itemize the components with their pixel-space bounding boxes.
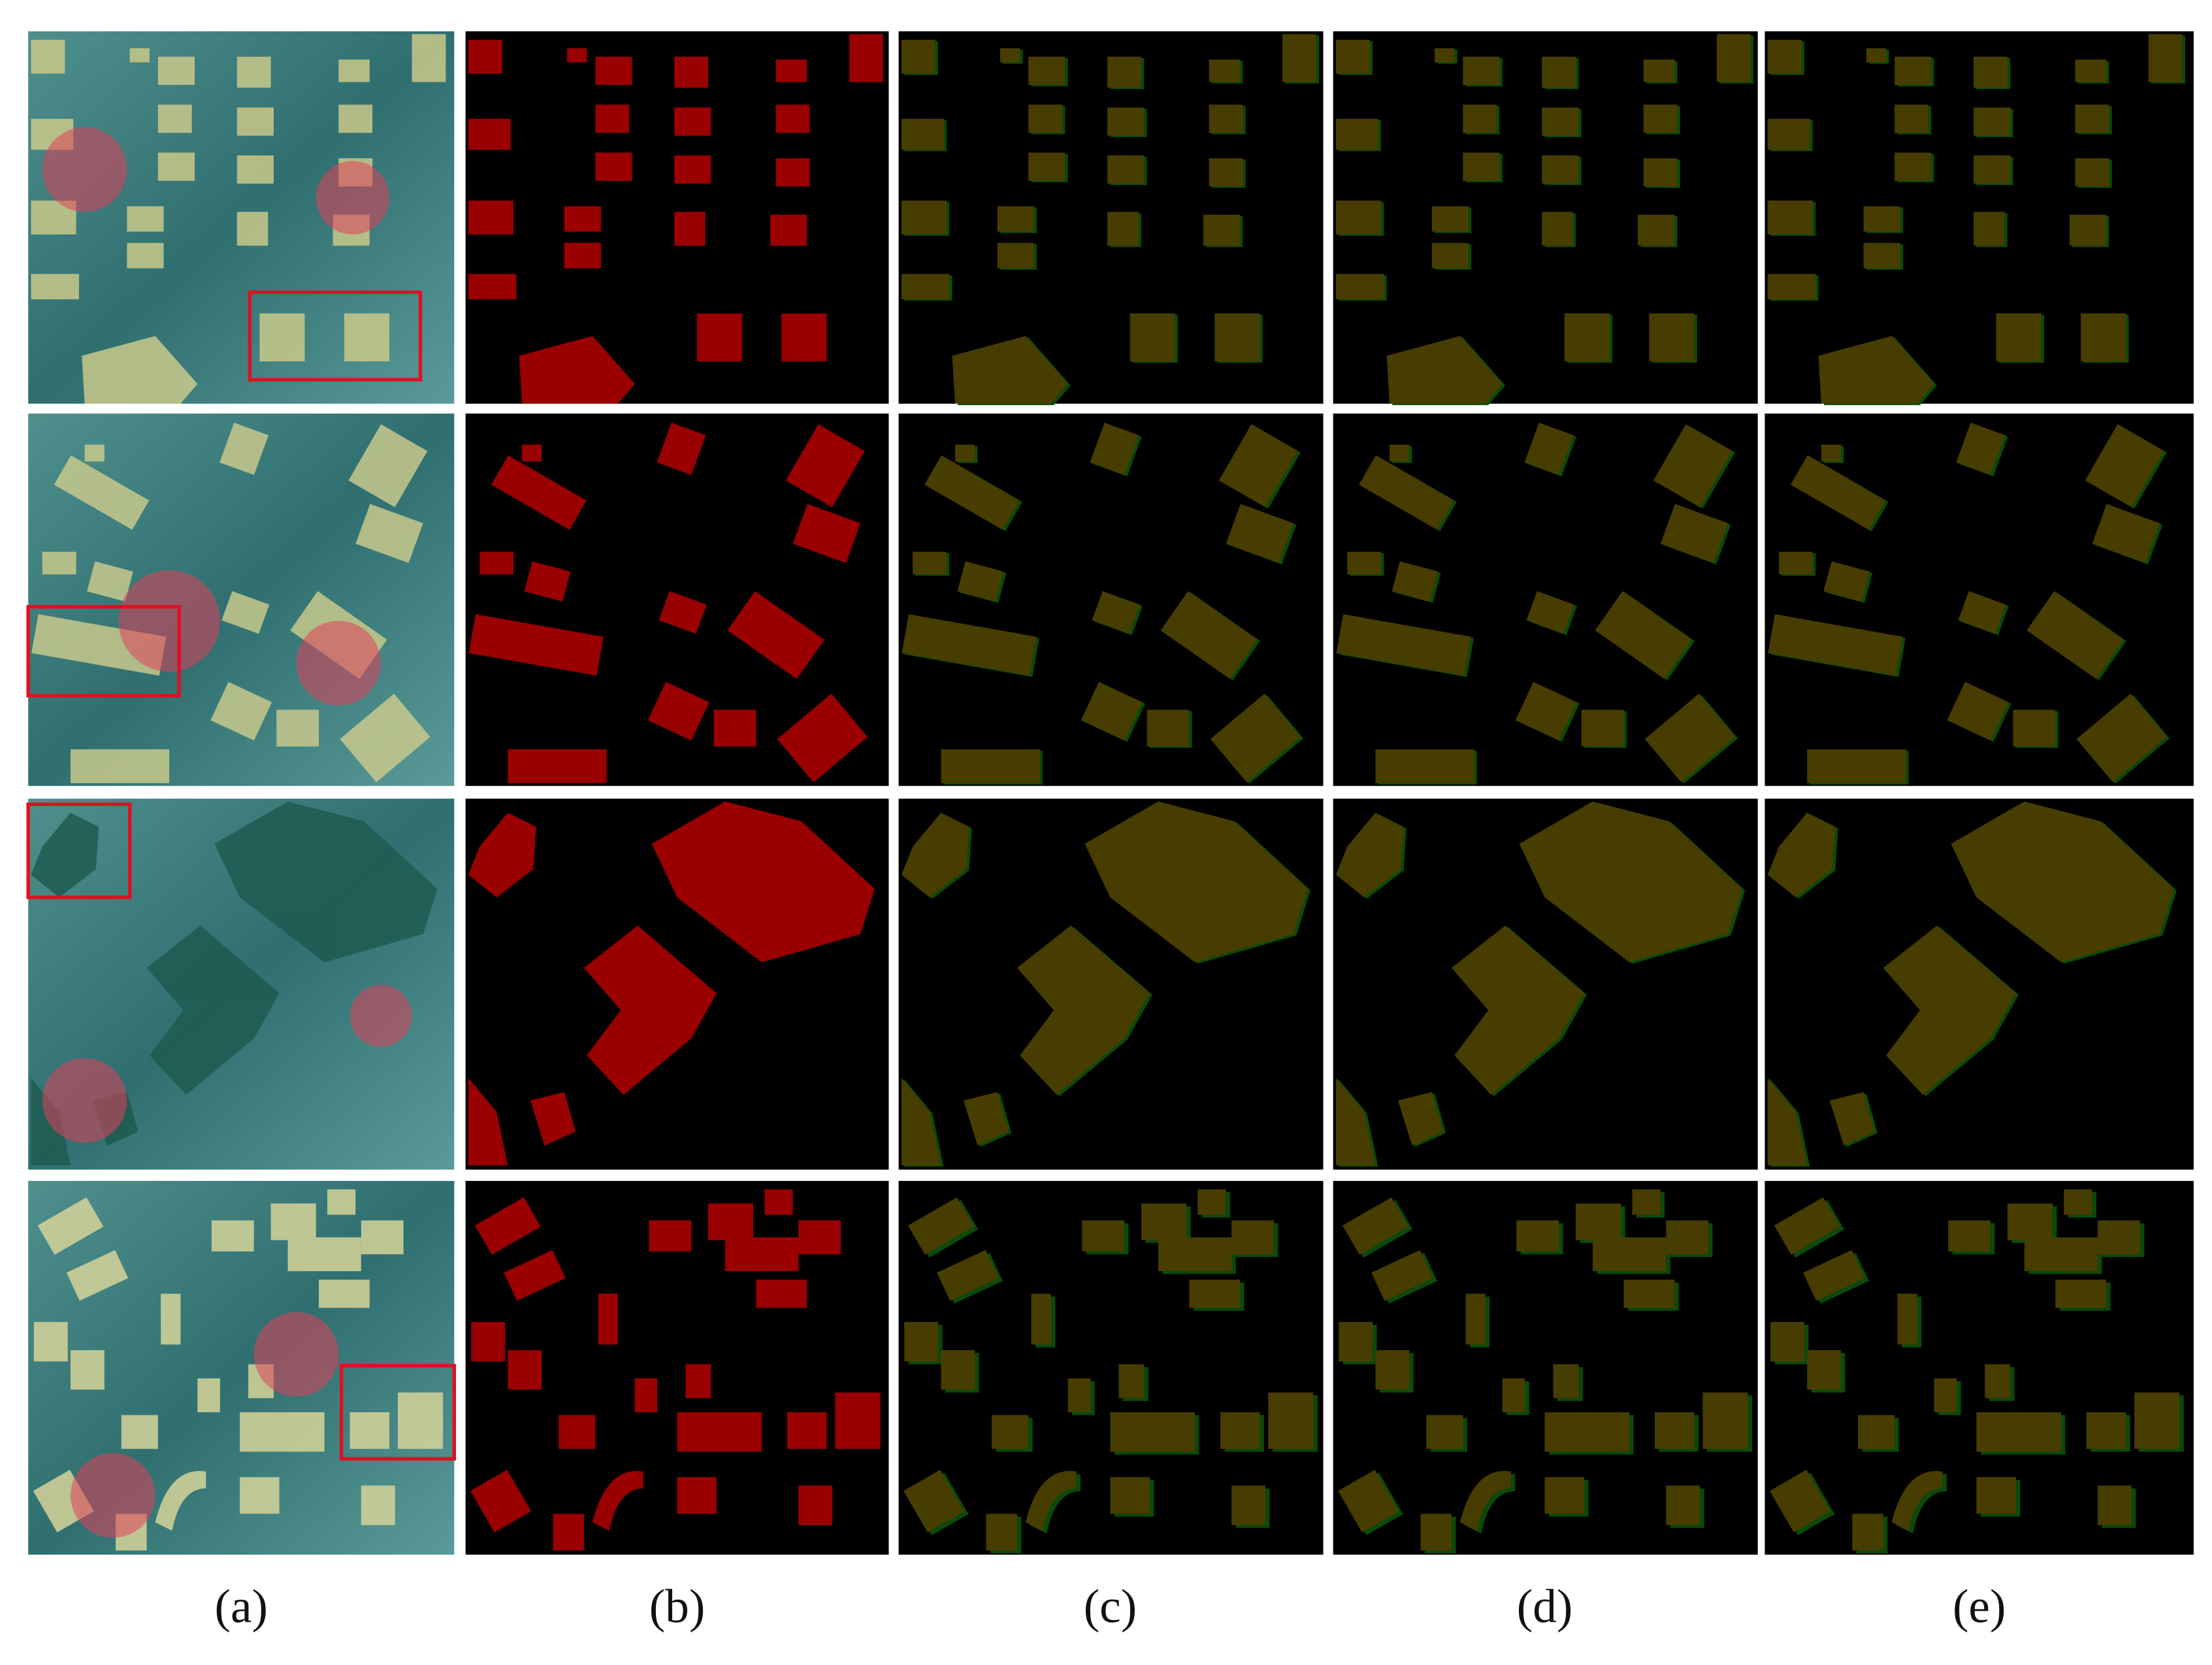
input-images	[26, 31, 457, 1555]
caption: (a)	[215, 1579, 268, 1632]
prediction-d	[1333, 31, 1758, 1555]
caption: (d)	[1517, 1579, 1573, 1632]
prediction-c	[898, 31, 1324, 1555]
captions: (a) (b) (c) (d) (e)	[215, 1579, 2006, 1632]
caption: (b)	[649, 1579, 706, 1632]
panel-grid	[26, 31, 2194, 1555]
caption: (e)	[1953, 1579, 2006, 1632]
ground-truth	[465, 31, 889, 1555]
prediction-e	[1765, 31, 2194, 1555]
caption: (c)	[1084, 1579, 1137, 1632]
